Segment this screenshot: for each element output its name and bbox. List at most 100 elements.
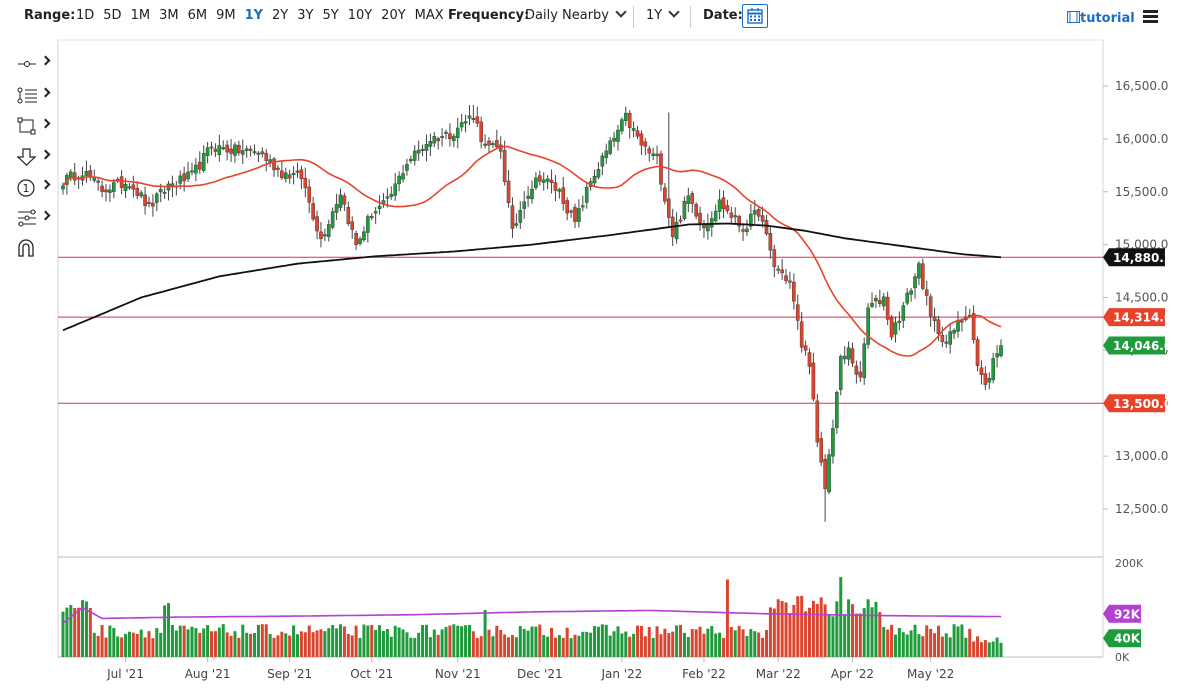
volume-bar bbox=[510, 635, 514, 657]
candle-body bbox=[624, 112, 628, 121]
period-dropdown[interactable]: 1Y bbox=[646, 6, 680, 23]
volume-bar bbox=[714, 633, 718, 657]
range-button-20y[interactable]: 20Y bbox=[381, 8, 406, 23]
volume-bar bbox=[643, 636, 647, 657]
candle-body bbox=[541, 179, 546, 183]
candle-body bbox=[514, 223, 519, 226]
volume-bar bbox=[561, 637, 565, 657]
volume-bar bbox=[280, 631, 284, 657]
candle-body bbox=[459, 122, 464, 128]
range-button-3m[interactable]: 3M bbox=[159, 8, 179, 23]
volume-bar bbox=[682, 632, 686, 657]
rectangle-tool[interactable] bbox=[12, 115, 52, 137]
volume-bar bbox=[772, 608, 776, 657]
volume-bar bbox=[686, 637, 690, 657]
range-button-1y[interactable]: 1Y bbox=[244, 8, 264, 23]
volume-bar bbox=[401, 629, 405, 657]
volume-bar bbox=[936, 625, 940, 657]
candle-body bbox=[147, 201, 151, 204]
crosshair-tool[interactable] bbox=[12, 52, 52, 74]
candle-body bbox=[272, 158, 276, 171]
range-button-2y[interactable]: 2Y bbox=[272, 8, 289, 23]
number-label-tool[interactable]: 1 bbox=[12, 176, 52, 198]
candle-body bbox=[123, 184, 128, 191]
candle-body bbox=[975, 339, 980, 366]
candle-body bbox=[678, 219, 683, 222]
candle-body bbox=[502, 150, 507, 182]
frequency-dropdown[interactable]: Daily Nearby bbox=[525, 6, 627, 23]
range-button-5y[interactable]: 5Y bbox=[322, 8, 339, 23]
candle-body bbox=[858, 371, 863, 378]
volume-bar bbox=[96, 635, 100, 657]
candle-body bbox=[948, 331, 952, 345]
volume-bar bbox=[593, 626, 597, 657]
volume-bar bbox=[338, 624, 342, 657]
volume-bar bbox=[886, 629, 890, 657]
candle-body bbox=[663, 187, 667, 202]
volume-bar bbox=[436, 634, 440, 657]
volume-bar bbox=[819, 597, 823, 657]
volume-bar bbox=[206, 625, 210, 657]
range-button-10y[interactable]: 10Y bbox=[347, 8, 373, 23]
range-button-max[interactable]: MAX bbox=[414, 8, 444, 23]
volume-bar bbox=[679, 624, 683, 657]
volume-bar bbox=[847, 599, 851, 657]
candle-body bbox=[881, 296, 886, 307]
candle-body bbox=[702, 224, 706, 229]
candle-body bbox=[338, 194, 343, 208]
volume-bar bbox=[897, 627, 901, 657]
volume-bar bbox=[397, 627, 401, 657]
hamburger-menu-icon[interactable] bbox=[1143, 10, 1158, 24]
volume-bar bbox=[73, 607, 77, 657]
volume-bar bbox=[596, 626, 600, 657]
candle-body bbox=[69, 171, 73, 178]
volume-bar bbox=[878, 612, 882, 657]
candle-body bbox=[448, 133, 452, 140]
candle-body bbox=[909, 290, 913, 295]
arrow-down-tool[interactable] bbox=[12, 146, 52, 168]
date-picker-button[interactable] bbox=[742, 4, 768, 28]
pitchfork-tool[interactable] bbox=[12, 207, 52, 229]
volume-bar bbox=[866, 599, 870, 657]
svg-text:1: 1 bbox=[23, 182, 30, 195]
volume-bar bbox=[960, 624, 964, 657]
candle-body bbox=[323, 234, 327, 237]
x-tick-label: May '22 bbox=[907, 667, 954, 681]
volume-bar bbox=[768, 607, 772, 657]
y-tick-label: 16,500.0 bbox=[1115, 79, 1168, 93]
candle-body bbox=[553, 182, 558, 191]
volume-bar bbox=[65, 607, 69, 657]
volume-bar bbox=[272, 637, 276, 657]
moving-average-fast-line bbox=[62, 145, 1002, 357]
candle-body bbox=[369, 215, 374, 218]
fibonacci-tool[interactable] bbox=[12, 84, 52, 106]
range-button-5d[interactable]: 5D bbox=[103, 8, 122, 23]
candle-body bbox=[299, 169, 304, 180]
range-button-9m[interactable]: 9M bbox=[216, 8, 236, 23]
magnet-tool[interactable] bbox=[12, 236, 52, 258]
crosshair-tool-icon bbox=[18, 61, 36, 67]
range-button-1d[interactable]: 1D bbox=[76, 8, 95, 23]
candle-body bbox=[186, 171, 190, 180]
volume-bar bbox=[284, 633, 288, 657]
volume-bar bbox=[135, 633, 139, 657]
candle-body bbox=[209, 146, 214, 149]
volume-bar bbox=[307, 625, 311, 657]
volume-bar bbox=[651, 637, 655, 657]
price-label-background bbox=[1103, 248, 1165, 267]
volume-bar bbox=[378, 625, 382, 657]
candle-body bbox=[213, 148, 218, 152]
range-button-3y[interactable]: 3Y bbox=[297, 8, 314, 23]
tutorial-link[interactable]: tutorial bbox=[1067, 11, 1135, 26]
x-tick-label: Mar '22 bbox=[756, 667, 801, 681]
volume-bar bbox=[565, 627, 569, 657]
candle-body bbox=[737, 216, 741, 227]
range-button-1m[interactable]: 1M bbox=[130, 8, 151, 23]
candle-body bbox=[377, 205, 382, 209]
candle-body bbox=[412, 150, 417, 161]
volume-bar bbox=[784, 602, 788, 657]
range-button-6m[interactable]: 6M bbox=[187, 8, 208, 23]
candle-body bbox=[506, 180, 511, 203]
volume-bar bbox=[448, 625, 452, 657]
